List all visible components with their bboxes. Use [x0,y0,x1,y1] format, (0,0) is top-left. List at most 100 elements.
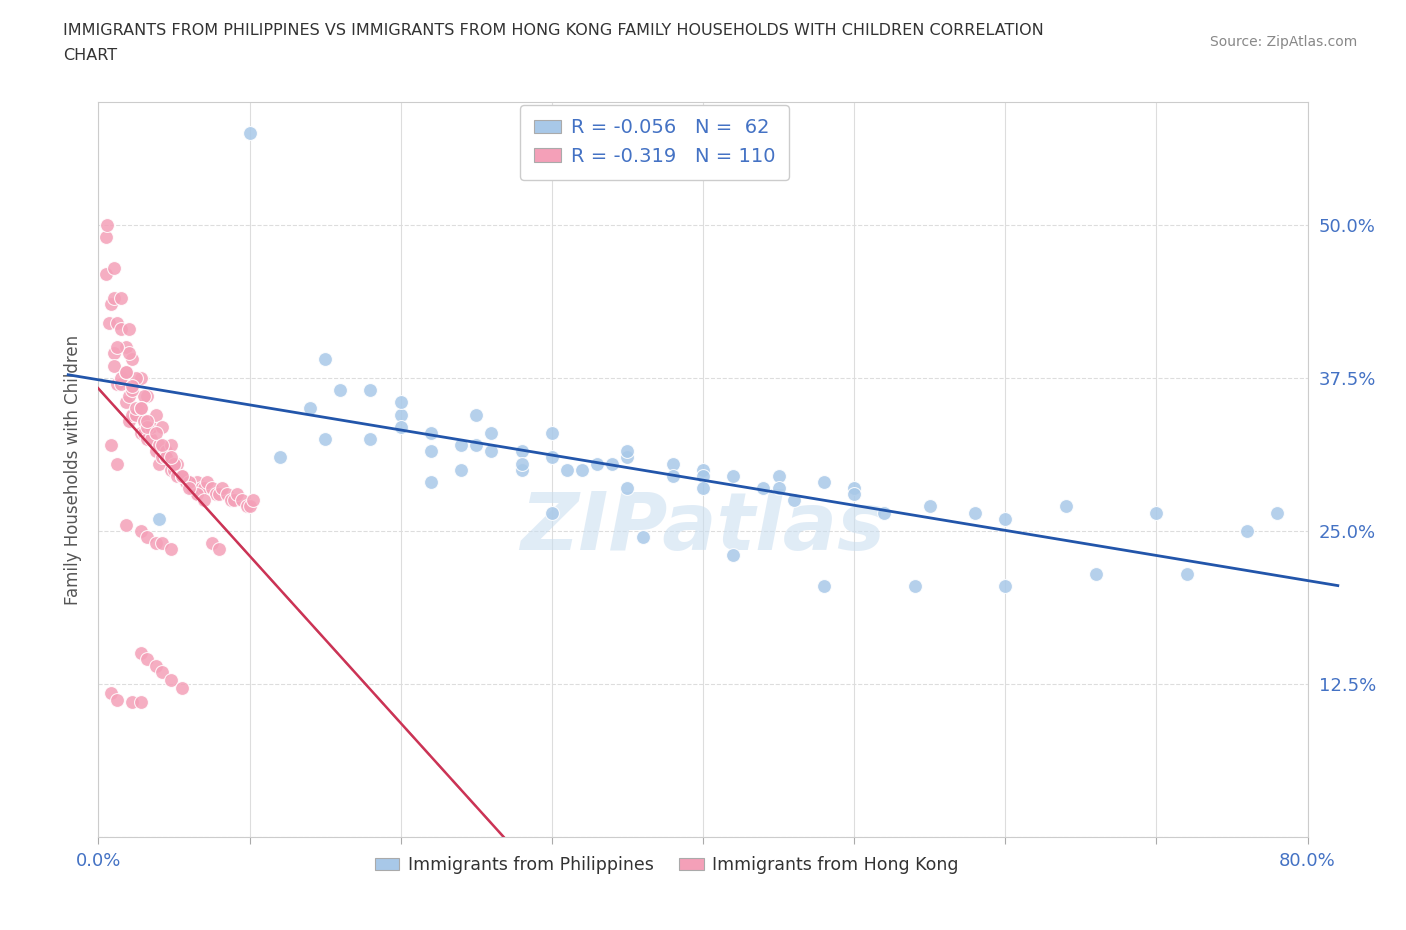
Point [389,419,412,434]
Point [145,444,167,458]
Point [616,444,638,458]
Point [510,456,533,471]
Point [450,438,472,453]
Point [170,469,193,484]
Point [661,469,683,484]
Point [160,462,183,477]
Point [420,426,443,441]
Point [360,432,382,446]
Point [141,419,163,434]
Point [132,426,155,441]
Point [631,529,654,544]
Point [129,401,152,416]
Point [100,297,122,312]
Point [110,370,132,385]
Point [145,536,167,551]
Point [224,493,246,508]
Point [148,438,170,453]
Point [132,389,155,404]
Point [179,481,201,496]
Point [226,486,249,501]
Point [163,462,186,477]
Point [193,481,215,496]
Point [105,315,128,330]
Point [190,481,212,496]
Point [299,401,322,416]
Point [98,315,121,330]
Point [540,450,562,465]
Point [118,389,141,404]
Point [692,462,714,477]
Point [1144,505,1167,520]
Point [129,401,152,416]
Point [160,438,183,453]
Point [105,377,128,392]
Point [208,542,231,557]
Point [195,474,218,489]
Point [160,542,183,557]
Point [661,456,683,471]
Point [135,529,157,544]
Point [135,432,157,446]
Point [314,352,336,367]
Point [873,505,896,520]
Point [389,407,412,422]
Point [114,395,136,410]
Point [1054,498,1077,513]
Point [121,407,143,422]
Point [186,486,208,501]
Point [94,230,117,245]
Point [150,438,173,453]
Point [201,536,224,551]
Point [510,444,533,458]
Point [329,382,352,397]
Point [420,444,443,458]
Point [616,481,638,496]
Point [103,346,125,361]
Point [148,456,170,471]
Point [148,512,170,526]
Point [616,450,638,465]
Point [242,493,264,508]
Point [813,474,835,489]
Point [752,481,775,496]
Point [155,444,177,458]
Point [125,370,148,385]
Point [205,486,228,501]
Point [141,432,163,446]
Point [166,469,188,484]
Point [100,685,122,700]
Text: Source: ZipAtlas.com: Source: ZipAtlas.com [1209,35,1357,49]
Point [103,358,125,373]
Point [121,695,143,710]
Point [768,469,790,484]
Point [813,578,835,593]
Point [132,413,155,428]
Point [150,419,173,434]
Text: IMMIGRANTS FROM PHILIPPINES VS IMMIGRANTS FROM HONG KONG FAMILY HOUSEHOLDS WITH : IMMIGRANTS FROM PHILIPPINES VS IMMIGRANT… [63,23,1045,38]
Point [121,379,143,393]
Point [129,646,152,661]
Point [129,426,152,441]
Point [208,486,231,501]
Point [114,365,136,379]
Point [103,260,125,275]
Point [540,426,562,441]
Point [179,474,201,489]
Y-axis label: Family Households with Children: Family Households with Children [65,335,83,604]
Point [269,450,291,465]
Point [221,493,243,508]
Point [602,456,624,471]
Point [155,450,177,465]
Point [114,365,136,379]
Point [540,505,562,520]
Point [723,548,745,563]
Point [163,456,186,471]
Point [103,291,125,306]
Point [135,413,157,428]
Point [114,339,136,354]
Point [994,512,1017,526]
Point [586,456,609,471]
Point [155,450,177,465]
Point [129,695,152,710]
